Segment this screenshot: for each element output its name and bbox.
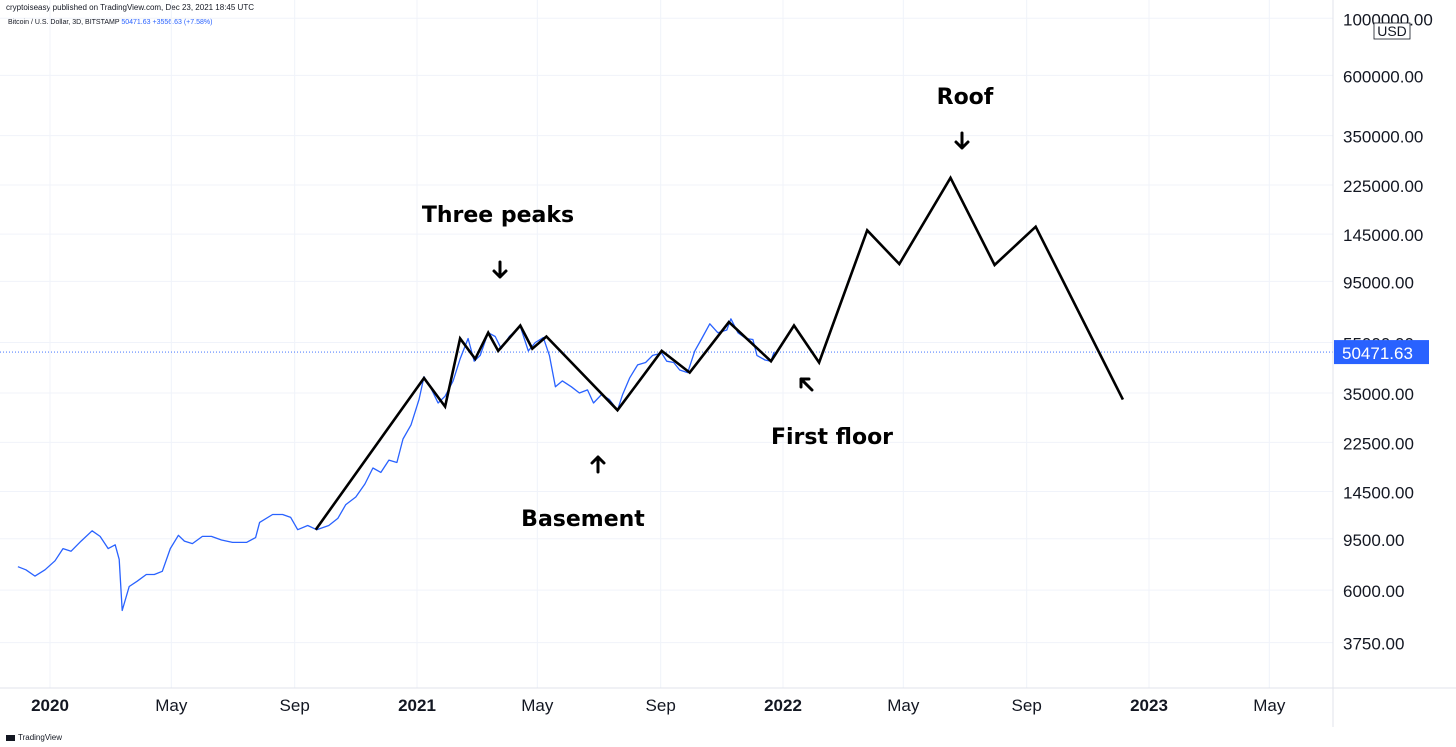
y-tick-label: 145000.00 — [1343, 226, 1423, 245]
projection-line — [314, 175, 1125, 531]
arrow-up-left-icon — [799, 377, 814, 392]
annotation-label: Roof — [937, 85, 994, 110]
price-axis: 1000000.00600000.00350000.00225000.00145… — [1334, 10, 1433, 654]
x-tick-label: May — [1253, 696, 1286, 715]
y-tick-label: 22500.00 — [1343, 434, 1414, 453]
tradingview-brand: TradingView — [6, 733, 62, 742]
currency-label: USD — [1377, 23, 1407, 39]
tradingview-logo-icon — [6, 734, 15, 741]
x-tick-label: Sep — [280, 696, 310, 715]
y-tick-label: 35000.00 — [1343, 385, 1414, 404]
x-tick-label: Sep — [1012, 696, 1042, 715]
x-tick-label: 2020 — [31, 696, 69, 715]
plot-area — [17, 175, 1125, 612]
x-tick-label: Sep — [646, 696, 676, 715]
annotations: Roof Three peaks Basement First floor — [422, 85, 994, 532]
time-axis: 2020 May Sep 2021 May Sep 2022 May Sep 2023 May — [31, 696, 1286, 715]
y-tick-label: 14500.00 — [1343, 484, 1414, 503]
x-tick-label: May — [155, 696, 188, 715]
y-tick-label: 350000.00 — [1343, 128, 1423, 147]
current-price-tag-label: 50471.63 — [1342, 344, 1413, 363]
publisher-line: cryptoiseasy published on TradingView.co… — [6, 3, 254, 12]
x-tick-label: 2022 — [764, 696, 802, 715]
annotation-label: First floor — [771, 425, 893, 450]
x-tick-label: May — [887, 696, 920, 715]
y-tick-label: 6000.00 — [1343, 582, 1404, 601]
symbol-legend: Bitcoin / U.S. Dollar, 3D, BITSTAMP 5047… — [8, 19, 212, 26]
arrow-up-icon — [590, 455, 606, 474]
y-tick-label: 95000.00 — [1343, 273, 1414, 292]
symbol-name: Bitcoin / U.S. Dollar, 3D, BITSTAMP — [8, 19, 120, 26]
symbol-change: +3556.63 (+7.58%) — [152, 19, 213, 26]
y-tick-label: 3750.00 — [1343, 635, 1404, 654]
current-price-tag — [1334, 340, 1429, 365]
x-tick-label: 2021 — [398, 696, 436, 715]
arrow-down-icon — [492, 260, 508, 279]
annotation-label: Three peaks — [422, 203, 574, 228]
currency-label-bg — [1373, 22, 1411, 40]
y-tick-label: 9500.00 — [1343, 531, 1404, 550]
symbol-last: 50471.63 — [121, 19, 151, 26]
y-tick-label: 600000.00 — [1343, 67, 1423, 86]
brand-label: TradingView — [18, 733, 63, 742]
annotation-label: Basement — [521, 507, 645, 532]
chart-grid — [0, 0, 1333, 688]
x-tick-label: May — [521, 696, 554, 715]
x-tick-label: 2023 — [1130, 696, 1168, 715]
y-tick-label: 225000.00 — [1343, 177, 1423, 196]
arrow-down-icon — [954, 131, 970, 150]
